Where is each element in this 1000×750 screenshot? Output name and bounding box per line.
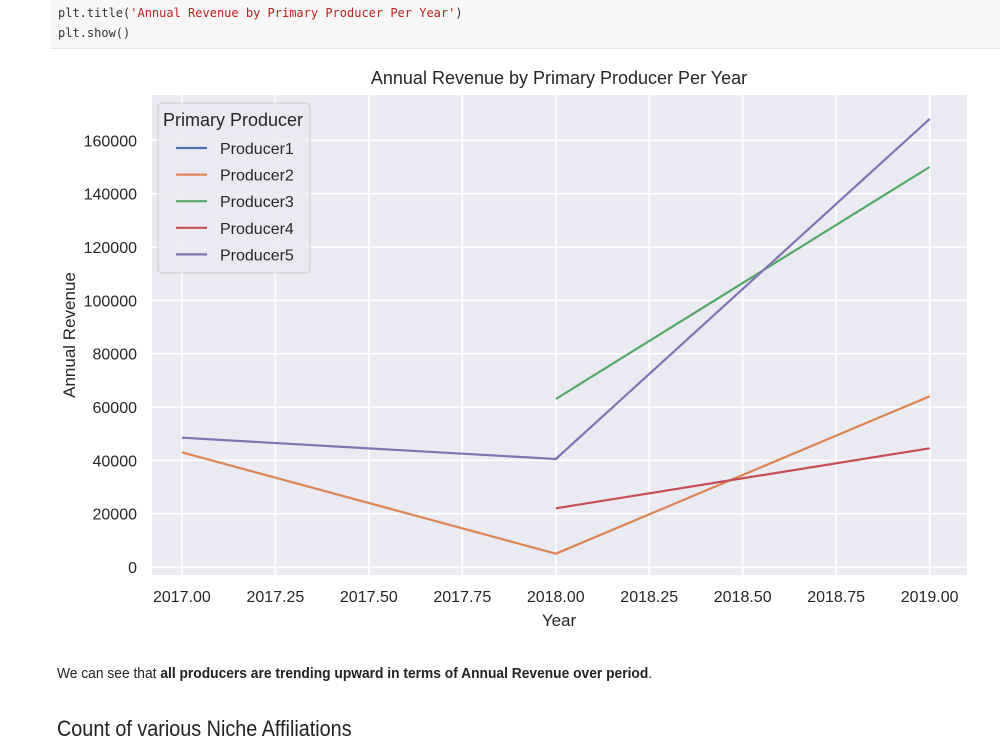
y-tick-label: 120000 (84, 240, 137, 257)
legend-title: Primary Producer (163, 110, 303, 130)
y-tick-label: 100000 (84, 293, 137, 310)
code-title-prefix: plt.title( (58, 6, 131, 20)
series-lines (181, 118, 931, 555)
x-tick-label: 2017.25 (246, 589, 304, 606)
code-line-show: plt.show() (58, 26, 131, 40)
legend-label-producer2: Producer2 (220, 168, 294, 185)
x-tick-labels: 2017.00 2017.25 2017.50 2017.75 2018.00 2018.… (153, 589, 959, 606)
x-tick-label: 2017.00 (153, 589, 211, 606)
y-tick-label: 160000 (84, 133, 137, 150)
markdown-paragraph: We can see that all producers are trendi… (57, 665, 652, 682)
series-line-producer3 (555, 166, 931, 400)
y-tick-label: 40000 (93, 453, 138, 470)
section-heading: Count of various Niche Affiliations (57, 716, 352, 741)
code-line-title: plt.title('Annual Revenue by Primary Pro… (58, 6, 463, 20)
y-tick-labels: 0 20000 40000 60000 80000 100000 120000 140000 1… (84, 133, 137, 577)
legend: Primary Producer Producer1Producer2Produ… (157, 102, 311, 274)
series-line-producer2 (181, 395, 931, 555)
chart-title: Annual Revenue by Primary Producer Per Y… (371, 68, 747, 88)
x-tick-label: 2018.75 (807, 589, 865, 606)
y-tick-label: 140000 (84, 187, 137, 204)
code-cell[interactable]: plt.title('Annual Revenue by Primary Pro… (50, 0, 1000, 49)
paragraph-bold-text: all producers are trending upward in ter… (160, 665, 649, 682)
paragraph-text-start: We can see that (57, 665, 161, 682)
legend-label-producer5: Producer5 (220, 247, 294, 264)
legend-label-producer3: Producer3 (220, 194, 294, 211)
paragraph-text-end: . (648, 665, 653, 682)
x-tick-label: 2017.75 (433, 589, 491, 606)
x-tick-label: 2018.50 (714, 589, 772, 606)
y-axis-label: Annual Revenue (60, 272, 79, 398)
y-tick-label: 60000 (93, 400, 138, 417)
line-chart: 0 20000 40000 60000 80000 100000 120000 140000 1… (60, 68, 967, 630)
y-tick-label: 80000 (93, 347, 138, 364)
legend-box (157, 102, 311, 274)
y-tick-label: 20000 (93, 507, 138, 524)
y-tick-label: 0 (128, 560, 137, 577)
x-axis-label: Year (542, 611, 577, 630)
code-title-string: 'Annual Revenue by Primary Producer Per … (130, 6, 456, 20)
code-title-suffix: ) (455, 6, 463, 20)
legend-label-producer4: Producer4 (220, 221, 294, 238)
x-tick-label: 2019.00 (901, 589, 959, 606)
x-tick-label: 2017.50 (340, 589, 398, 606)
series-line-producer4 (555, 447, 930, 510)
x-tick-label: 2018.00 (527, 589, 585, 606)
x-tick-label: 2018.25 (620, 589, 678, 606)
series-line-producer5 (181, 118, 931, 461)
legend-label-producer1: Producer1 (220, 141, 294, 158)
legend-entries: Producer1 Producer2 Producer3 Producer4 Prod… (176, 141, 294, 264)
